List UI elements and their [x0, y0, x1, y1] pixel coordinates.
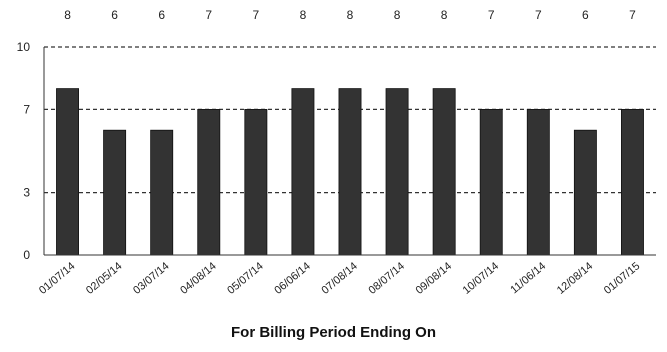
data-label: 8 [300, 8, 307, 22]
data-label: 8 [347, 8, 354, 22]
bar [291, 88, 315, 256]
y-tick-label: 0 [23, 248, 30, 262]
y-tick-label: 3 [23, 186, 30, 200]
bar [432, 88, 456, 256]
bar [573, 129, 597, 256]
data-label: 7 [488, 8, 495, 22]
x-tick-label: 08/07/14 [366, 260, 407, 297]
x-tick-label: 01/07/14 [37, 260, 78, 297]
x-tick-label: 01/07/15 [602, 260, 643, 297]
data-label: 7 [253, 8, 260, 22]
x-axis-title: For Billing Period Ending On [231, 324, 436, 341]
x-tick-label: 03/07/14 [131, 260, 172, 297]
x-tick-label: 04/08/14 [178, 260, 219, 297]
bar [479, 109, 503, 256]
data-labels: 8 6 6 7 7 8 8 8 8 7 7 6 7 [64, 8, 636, 22]
data-label: 7 [629, 8, 636, 22]
y-tick-label: 7 [23, 102, 30, 116]
y-tick-label: 10 [17, 40, 31, 54]
bar [56, 88, 80, 256]
bar [244, 109, 268, 256]
data-label: 8 [394, 8, 401, 22]
bar [385, 88, 409, 256]
x-tick-label: 02/05/14 [84, 260, 125, 297]
bar [526, 109, 550, 256]
gridlines [44, 46, 656, 194]
data-label: 7 [535, 8, 542, 22]
bars [56, 88, 644, 256]
x-axis-category-labels: 01/07/14 02/05/14 03/07/14 04/08/14 05/07/14… [37, 260, 642, 297]
data-label: 6 [111, 8, 118, 22]
bar [103, 129, 127, 256]
x-tick-label: 09/08/14 [414, 260, 455, 297]
data-label: 7 [205, 8, 212, 22]
data-label: 8 [441, 8, 448, 22]
x-tick-label: 06/06/14 [272, 260, 313, 297]
x-tick-label: 11/06/14 [508, 260, 548, 296]
data-label: 8 [64, 8, 71, 22]
x-tick-label: 10/07/14 [461, 260, 502, 297]
bar [338, 88, 362, 256]
y-axis-ticks: 0 3 7 10 [17, 40, 31, 262]
x-tick-label: 05/07/14 [225, 260, 266, 297]
data-label: 6 [158, 8, 165, 22]
data-label: 6 [582, 8, 589, 22]
x-tick-label: 07/08/14 [319, 260, 360, 297]
bar [620, 109, 644, 256]
bar [197, 109, 221, 256]
x-tick-label: 12/08/14 [555, 260, 596, 297]
bar [150, 129, 174, 256]
